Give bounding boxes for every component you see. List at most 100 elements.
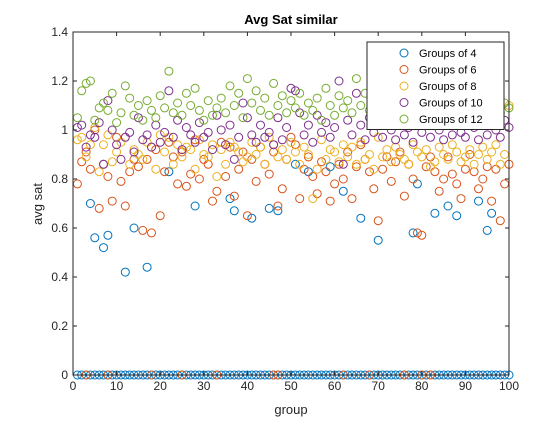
data-point xyxy=(112,132,122,142)
data-point xyxy=(495,132,505,142)
data-point xyxy=(147,142,156,152)
data-point xyxy=(77,86,87,96)
data-point xyxy=(430,157,440,167)
data-point xyxy=(99,159,108,169)
data-point xyxy=(120,201,130,211)
data-point xyxy=(234,147,244,157)
data-point xyxy=(173,98,183,108)
data-point xyxy=(351,88,361,98)
data-point xyxy=(317,115,326,125)
data-point xyxy=(208,140,217,150)
data-point xyxy=(417,152,427,162)
data-point xyxy=(282,154,292,164)
data-point xyxy=(460,132,470,142)
data-point xyxy=(404,159,414,169)
x-axis-label: group xyxy=(274,402,307,417)
x-tick-label: 10 xyxy=(110,379,124,393)
data-point xyxy=(125,93,135,103)
data-point xyxy=(378,132,388,142)
data-point xyxy=(347,194,357,204)
data-point xyxy=(474,184,483,194)
data-point xyxy=(334,91,344,101)
data-point xyxy=(443,154,453,164)
data-point xyxy=(269,140,279,150)
data-point xyxy=(303,98,313,108)
data-point xyxy=(495,159,505,169)
data-point xyxy=(160,127,170,137)
data-point xyxy=(77,132,87,142)
data-point xyxy=(112,147,122,157)
data-point xyxy=(269,78,279,88)
data-point xyxy=(116,108,126,118)
data-point xyxy=(85,164,95,174)
data-point xyxy=(221,140,231,150)
data-point xyxy=(330,147,340,157)
data-point xyxy=(103,172,113,181)
data-point xyxy=(107,125,117,135)
data-point xyxy=(338,186,348,196)
data-point xyxy=(94,118,104,128)
data-point xyxy=(90,233,100,243)
data-point xyxy=(447,130,457,140)
data-point xyxy=(155,211,165,221)
data-point xyxy=(177,152,187,162)
data-point xyxy=(343,115,353,125)
data-point xyxy=(85,130,95,140)
data-point xyxy=(321,167,331,177)
data-point xyxy=(190,201,200,211)
data-point xyxy=(77,120,87,130)
data-point xyxy=(168,159,178,169)
data-point xyxy=(312,93,322,103)
data-point xyxy=(443,201,453,211)
data-point xyxy=(242,152,252,162)
data-point xyxy=(229,101,239,110)
legend-marker xyxy=(399,114,409,124)
data-point xyxy=(478,142,488,152)
data-point xyxy=(186,101,196,110)
data-point xyxy=(365,150,374,159)
data-point xyxy=(151,145,161,155)
data-point xyxy=(452,211,462,221)
data-point xyxy=(260,93,270,103)
data-point xyxy=(225,81,235,91)
legend-marker xyxy=(399,48,409,58)
legend-entry: Groups of 4 xyxy=(419,48,476,60)
data-point xyxy=(482,154,492,164)
data-point xyxy=(234,132,244,142)
data-point xyxy=(129,110,139,120)
data-point xyxy=(242,74,252,84)
data-point xyxy=(474,135,483,145)
x-tick-label: 60 xyxy=(328,379,342,393)
data-point xyxy=(85,199,95,208)
data-point xyxy=(194,135,204,145)
data-point xyxy=(264,169,274,179)
data-point xyxy=(338,140,348,150)
data-point xyxy=(138,225,148,235)
data-point xyxy=(242,211,252,221)
data-point xyxy=(277,91,287,101)
data-point xyxy=(264,110,274,120)
data-point xyxy=(277,184,287,194)
y-tick-label: 1 xyxy=(61,123,68,137)
data-point xyxy=(369,164,379,174)
legend: Groups of 4 Groups of 6 Groups of 8 Groups … xyxy=(366,41,505,130)
data-point xyxy=(194,174,204,184)
data-point xyxy=(452,179,462,189)
data-point xyxy=(386,176,396,186)
data-point xyxy=(85,140,95,150)
y-tick-label: 0.4 xyxy=(51,270,68,284)
data-point xyxy=(434,142,444,152)
data-point xyxy=(216,93,226,103)
data-point xyxy=(120,267,130,277)
data-point xyxy=(299,142,309,152)
data-point xyxy=(491,140,501,150)
data-point xyxy=(147,105,156,115)
data-point xyxy=(290,86,300,96)
data-point xyxy=(103,105,113,115)
data-point xyxy=(290,140,300,150)
data-point xyxy=(264,203,274,213)
data-point xyxy=(234,88,244,98)
data-point xyxy=(125,159,135,169)
x-tick-label: 50 xyxy=(284,379,298,393)
data-point xyxy=(160,103,170,113)
